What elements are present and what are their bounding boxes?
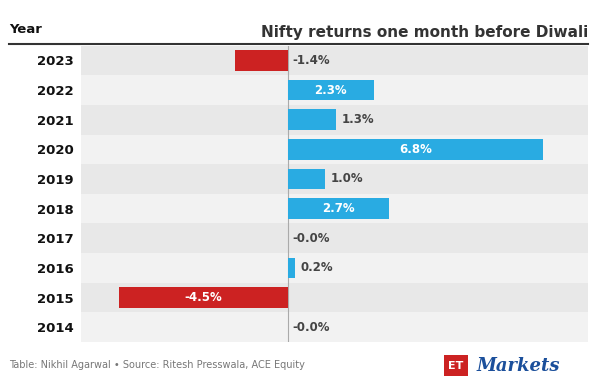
Text: 2.7%: 2.7%	[322, 202, 355, 215]
Bar	[287, 258, 295, 278]
Text: 6.8%: 6.8%	[399, 143, 431, 156]
Bar	[81, 312, 588, 342]
Text: Markets: Markets	[477, 356, 560, 375]
Bar	[287, 198, 389, 219]
Bar	[81, 253, 588, 283]
Text: -0.0%: -0.0%	[292, 232, 329, 245]
Bar	[287, 109, 337, 130]
Text: -4.5%: -4.5%	[184, 291, 222, 304]
Text: 0.2%: 0.2%	[301, 261, 334, 274]
Text: -1.4%: -1.4%	[292, 54, 329, 67]
Text: Table: Nikhil Agarwal • Source: Ritesh Presswala, ACE Equity: Table: Nikhil Agarwal • Source: Ritesh P…	[9, 361, 305, 370]
Bar	[235, 50, 287, 71]
Bar	[81, 46, 588, 75]
Bar	[81, 194, 588, 223]
Bar	[119, 287, 287, 308]
Bar	[81, 75, 588, 105]
Bar	[81, 223, 588, 253]
Text: Year: Year	[9, 23, 42, 36]
Bar	[81, 135, 588, 164]
Text: ET: ET	[448, 361, 464, 371]
Bar	[287, 169, 325, 189]
Text: 1.3%: 1.3%	[342, 113, 374, 126]
Text: Nifty returns one month before Diwali: Nifty returns one month before Diwali	[261, 25, 588, 40]
Text: 1.0%: 1.0%	[331, 173, 364, 185]
Text: 2.3%: 2.3%	[314, 84, 347, 97]
Bar	[287, 139, 543, 160]
Bar	[81, 105, 588, 135]
Text: -0.0%: -0.0%	[292, 321, 329, 334]
Bar	[287, 80, 374, 100]
Bar	[81, 164, 588, 194]
Bar	[81, 283, 588, 312]
